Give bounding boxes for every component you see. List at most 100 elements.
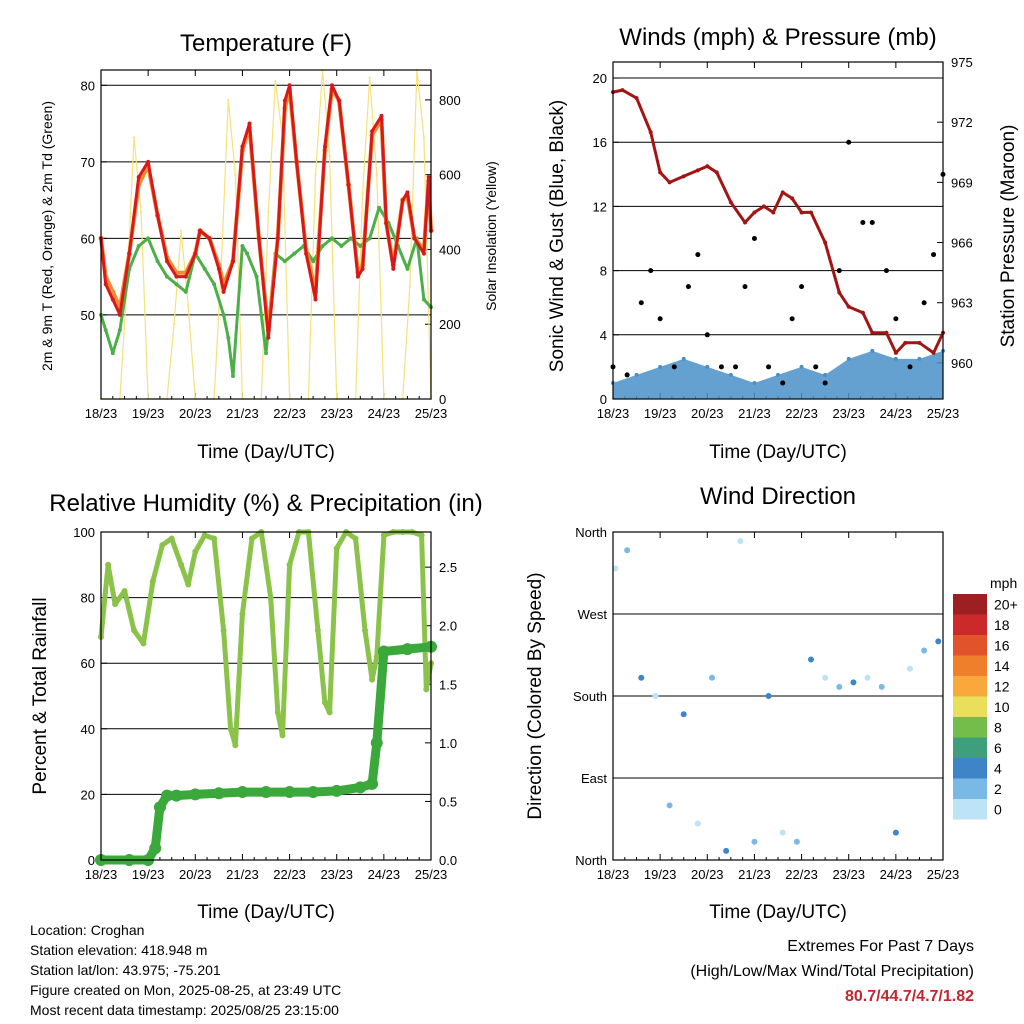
- created-text: Figure created on Mon, 2025-08-25, at 23…: [30, 982, 342, 998]
- y2-tick-label: 2.5: [439, 560, 457, 575]
- temp2m-line-point: [183, 274, 188, 279]
- temp2m-line-point: [240, 144, 245, 149]
- direction-point: [850, 679, 857, 686]
- rh-line-point: [362, 627, 368, 634]
- direction-title: Wind Direction: [700, 483, 856, 510]
- precip-point: [161, 789, 173, 802]
- temp2m-line-point: [426, 175, 431, 180]
- legend-swatch: [953, 655, 987, 676]
- pressure-line-point: [823, 240, 828, 245]
- dewpoint-line-point: [264, 351, 268, 356]
- precip-point: [153, 801, 166, 814]
- temp9m-line-point: [110, 289, 116, 295]
- dewpoint-line-point: [183, 289, 188, 294]
- precip-point: [401, 643, 414, 656]
- solar-line-point: [375, 173, 378, 176]
- precip-point: [366, 777, 379, 790]
- x-tick-label: 20/23: [691, 867, 724, 882]
- dewpoint-line-point: [155, 259, 160, 264]
- dewpoint-line-point: [330, 236, 334, 241]
- x-tick-label: 24/23: [368, 867, 401, 882]
- rh-line-point: [321, 699, 328, 706]
- temp2m-line-point: [337, 98, 342, 103]
- dewpoint-line-point: [136, 243, 141, 248]
- temp2m-line-point: [136, 175, 141, 180]
- direction-point: [808, 656, 814, 663]
- gust-point: [648, 268, 654, 274]
- y-tick-label: 0: [600, 392, 607, 407]
- dewpoint-line-point: [165, 274, 169, 279]
- plot-border: [612, 531, 944, 861]
- pressure-line-point: [884, 330, 889, 335]
- legend-label: 4: [994, 760, 1002, 776]
- y2-tick-label: 966: [951, 236, 973, 251]
- legend-title: mph: [990, 575, 1017, 591]
- direction-point: [652, 693, 659, 699]
- dewpoint-line-point: [292, 251, 297, 256]
- y-tick-label: North: [575, 853, 607, 868]
- x-tick-label: 19/23: [132, 406, 165, 421]
- y2-tick-label: 400: [439, 242, 461, 257]
- x-tick-label: 20/23: [179, 867, 212, 882]
- plot-border: [612, 61, 944, 400]
- dewpoint-line-point: [174, 282, 179, 287]
- y2-tick-label: 0.5: [439, 794, 457, 809]
- rh-line-point: [178, 561, 185, 568]
- y2-tick-label: 800: [439, 93, 461, 108]
- direction-point: [624, 547, 631, 554]
- gust-point: [704, 332, 710, 338]
- pressure-line-point: [917, 340, 922, 345]
- dewpoint-line-point: [110, 351, 115, 356]
- y-tick-label: 60: [81, 231, 95, 246]
- legend-swatch: [953, 594, 987, 615]
- dewpoint-line-point: [348, 236, 353, 241]
- temp2m-line-point: [421, 251, 426, 256]
- dewpoint-line-point: [405, 266, 410, 271]
- legend-swatch: [953, 737, 987, 758]
- solar-line-point: [180, 229, 183, 232]
- pressure-line-point: [799, 210, 804, 215]
- rh-line-point: [380, 532, 387, 539]
- temp2m-line-point: [216, 266, 221, 271]
- legend-label: 18: [994, 617, 1010, 633]
- temp2m-line-point: [155, 213, 160, 218]
- gust-point: [869, 219, 875, 225]
- pressure-line-point: [837, 290, 842, 295]
- pressure-line-point: [728, 200, 733, 205]
- rh-line-point: [192, 548, 199, 555]
- rh-line-point: [333, 545, 340, 552]
- x-tick-label: 21/23: [738, 867, 771, 882]
- humidity-xlabel: Time (Day/UTC): [197, 902, 335, 923]
- extremes-values: 80.7/44.7/4.7/1.82: [845, 988, 974, 1005]
- temp2m-line-point: [360, 266, 365, 271]
- temp2m-line-point: [165, 259, 169, 264]
- x-tick-label: 24/23: [368, 406, 401, 421]
- x-tick-label: 21/23: [738, 406, 771, 421]
- x-tick-label: 21/23: [226, 867, 259, 882]
- pressure-line-point: [714, 170, 719, 175]
- pressure-line-point: [681, 174, 686, 179]
- rh-line-point: [201, 532, 208, 539]
- pressure-line-point: [809, 210, 813, 215]
- y2-tick-label: 963: [951, 296, 973, 311]
- wind-point: [752, 380, 757, 385]
- gust-point: [893, 316, 899, 322]
- wind-point: [705, 364, 710, 369]
- temp2m-line-point: [198, 228, 202, 233]
- location-text: Location: Croghan: [30, 922, 145, 938]
- humidity-title: Relative Humidity (%) & Precipitation (i…: [49, 490, 482, 517]
- y-tick-label: 80: [81, 591, 95, 606]
- pressure-line-point: [870, 330, 875, 335]
- dewpoint-line-point: [103, 328, 108, 333]
- winds-plot: 18/23 19/23 20/23 21/23 22/23 23/23 24/23 25/23…: [593, 55, 973, 421]
- speed-legend: mph 0 2 4 6 8 10 12 14 16 18 20+: [953, 575, 1018, 820]
- rh-line-point: [227, 725, 234, 732]
- gust-point: [846, 139, 852, 145]
- x-tick-label: 19/23: [644, 406, 677, 421]
- solar-line-point: [132, 136, 136, 139]
- temperature-plot: 18/23 19/23 20/23 21/23 22/23 23/23 24/23 25/23…: [81, 68, 461, 421]
- direction-point: [638, 674, 645, 681]
- dewpoint-line-point: [212, 282, 217, 287]
- temp2m-line-point: [221, 289, 226, 294]
- rh-line-point: [314, 627, 321, 634]
